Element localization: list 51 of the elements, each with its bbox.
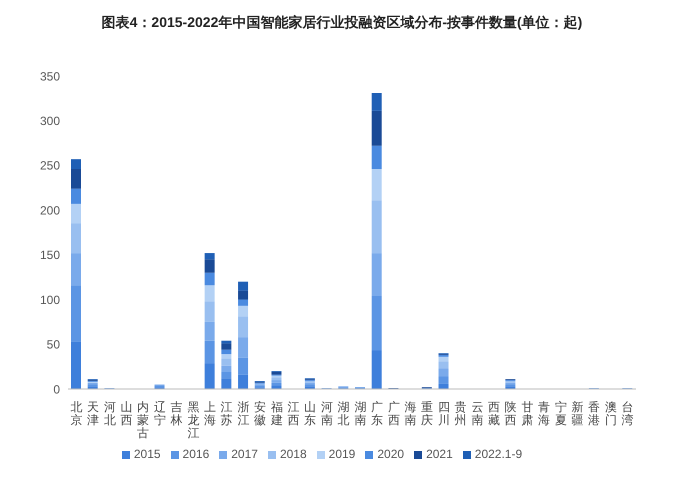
x-tick-label: 辽宁 <box>154 400 166 427</box>
x-tick-label: 湖南 <box>354 400 366 427</box>
x-tick-label: 香港 <box>588 400 600 427</box>
x-tick-label: 北京 <box>70 400 82 427</box>
x-tick-label: 甘肃 <box>521 400 534 427</box>
x-tick-label: 云南 <box>471 400 484 427</box>
y-tick-label: 100 <box>40 292 60 307</box>
x-tick-label: 澳门 <box>604 400 617 427</box>
x-tick-label: 新疆 <box>572 400 584 427</box>
x-tick-label: 重庆 <box>421 400 434 427</box>
x-tick-label: 贵州 <box>454 400 467 427</box>
y-tick-label: 350 <box>40 69 60 84</box>
y-tick-label: 0 <box>53 382 60 396</box>
x-tick-label: 黑龙江 <box>187 400 200 440</box>
y-tick-label: 300 <box>40 114 60 128</box>
x-tick-label: 江西 <box>288 400 300 427</box>
x-tick-label: 湖北 <box>338 400 350 427</box>
x-tick-label: 天津 <box>87 400 100 427</box>
x-tick-label: 浙江 <box>237 400 250 427</box>
x-tick-label: 吉林 <box>170 400 183 427</box>
legend-label: 2018 <box>280 447 307 461</box>
x-tick-label: 上海 <box>204 400 216 427</box>
x-tick-label: 陕西 <box>504 400 517 427</box>
x-tick-label: 四川 <box>438 400 450 427</box>
x-tick-label: 宁夏 <box>554 400 567 427</box>
x-tick-label: 河南 <box>320 400 333 427</box>
x-tick-label: 山西 <box>120 400 132 427</box>
legend-label: 2017 <box>231 447 258 461</box>
x-tick-label: 福建 <box>270 400 283 427</box>
x-tick-label: 海南 <box>404 400 416 427</box>
x-tick-label: 河北 <box>104 400 116 427</box>
y-tick-label: 50 <box>46 338 60 352</box>
x-tick-label: 青海 <box>538 400 550 427</box>
x-tick-label: 江苏 <box>220 400 233 427</box>
y-tick-label: 250 <box>40 158 60 173</box>
chart-title: 图表4：2015-2022年中国智能家居行业投融资区域分布-按事件数量(单位：起) <box>100 13 584 32</box>
x-tick-label: 山东 <box>304 400 316 427</box>
x-tick-label: 广西 <box>388 400 400 427</box>
legend-label: 2021 <box>426 447 453 461</box>
x-tick-label: 西藏 <box>488 400 500 427</box>
legend-label: 2015 <box>134 447 161 461</box>
legend-label: 2022.1-9 <box>474 447 522 461</box>
x-tick-label: 安徽 <box>254 400 266 427</box>
x-tick-label: 广东 <box>371 400 384 427</box>
x-tick-label: 内蒙古 <box>137 400 150 440</box>
x-tick-label: 台湾 <box>622 400 634 427</box>
legend-label: 2016 <box>182 447 210 461</box>
legend-label: 2020 <box>377 447 404 461</box>
legend-label: 2019 <box>328 447 356 461</box>
y-tick-label: 150 <box>40 248 60 262</box>
y-tick-label: 200 <box>40 203 60 218</box>
